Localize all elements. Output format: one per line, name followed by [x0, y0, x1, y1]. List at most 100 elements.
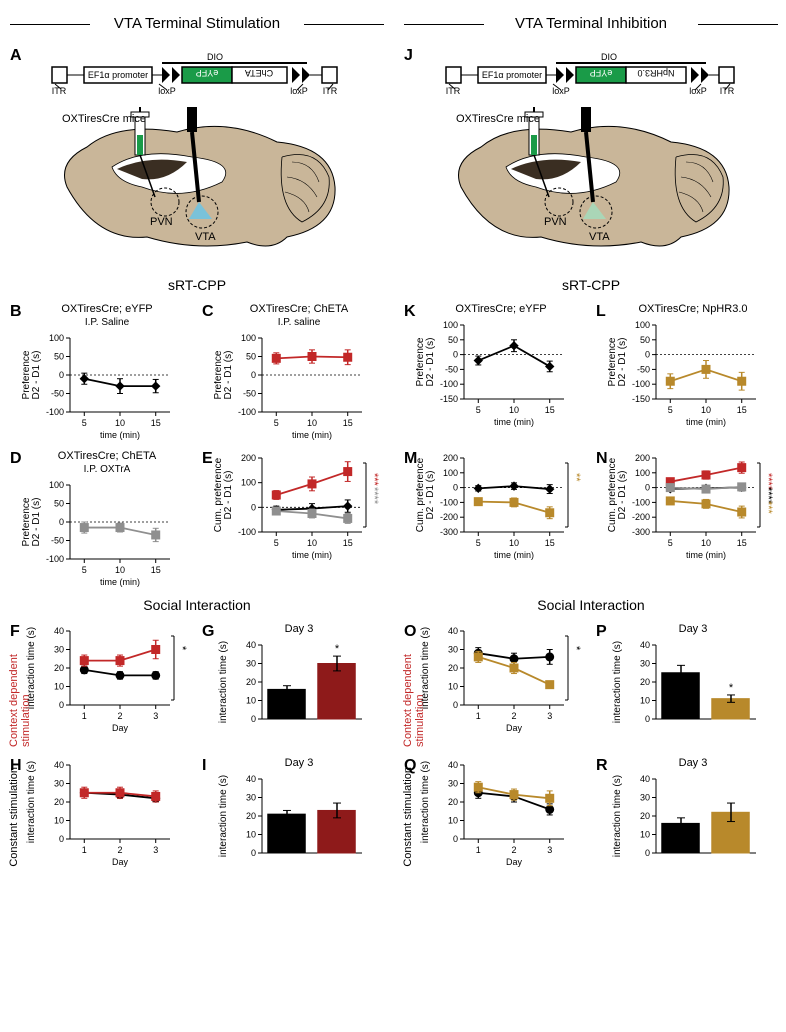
svg-text:-200: -200 [440, 512, 458, 522]
svg-text:3: 3 [153, 711, 158, 721]
svg-text:*: * [176, 646, 188, 651]
svg-text:30: 30 [640, 659, 650, 669]
svg-text:100: 100 [49, 333, 64, 343]
svg-text:30: 30 [54, 645, 64, 655]
svg-text:0: 0 [453, 834, 458, 844]
row-FG: Context dependent stimulation F010203040… [10, 623, 384, 747]
svg-text:OXTiresCre mice: OXTiresCre mice [62, 113, 146, 125]
svg-text:40: 40 [54, 626, 64, 636]
svg-text:40: 40 [448, 626, 458, 636]
svg-text:50: 50 [640, 335, 650, 345]
brain-stim: OXTiresCre mice PVN VTA [47, 107, 347, 257]
svg-text:5: 5 [274, 538, 279, 548]
svg-text:10: 10 [701, 538, 711, 548]
svg-text:100: 100 [635, 468, 650, 478]
svg-text:10: 10 [54, 816, 64, 826]
svg-text:EF1α promoter: EF1α promoter [88, 70, 148, 80]
svg-text:-100: -100 [46, 407, 64, 417]
label-A: A [10, 47, 22, 65]
panel-K: KOXTiresCre; eYFP-150-100-50050100Prefer… [404, 303, 586, 440]
row-KL: KOXTiresCre; eYFP-150-100-50050100Prefer… [404, 303, 778, 440]
panel-P: PDay 3010203040interaction time (s)* [596, 623, 778, 747]
svg-text:-50: -50 [637, 364, 650, 374]
svg-text:VTA: VTA [589, 231, 610, 243]
row-HI: Constant stimulation H010203040interacti… [10, 757, 384, 881]
svg-text:15: 15 [151, 565, 161, 575]
svg-text:30: 30 [640, 793, 650, 803]
svg-text:40: 40 [640, 640, 650, 650]
svg-text:-100: -100 [632, 379, 650, 389]
svg-text:0: 0 [453, 483, 458, 493]
svg-text:3: 3 [547, 845, 552, 855]
svg-text:100: 100 [443, 320, 458, 330]
svg-text:DIO: DIO [207, 52, 223, 62]
svg-text:interaction time (s): interaction time (s) [420, 627, 431, 709]
svg-text:PreferenceD2 - D1 (s): PreferenceD2 - D1 (s) [22, 497, 42, 546]
svg-text:15: 15 [545, 405, 555, 415]
svg-text:0: 0 [59, 834, 64, 844]
svg-text:NpHR3.0: NpHR3.0 [637, 68, 674, 78]
panel-M: M-300-200-1000100200Cum. preferenceD2 - … [404, 450, 586, 587]
svg-text:Day: Day [506, 723, 523, 733]
svg-text:15: 15 [545, 538, 555, 548]
svg-text:40: 40 [246, 640, 256, 650]
svg-text:***: *** [762, 501, 774, 515]
svg-text:interaction time (s): interaction time (s) [420, 761, 431, 843]
construct-inhib: DIO EF1α promoter eYFP NpHR3.0 ITR loxP … [441, 52, 741, 97]
svg-text:time (min): time (min) [686, 417, 726, 427]
svg-text:VTA: VTA [195, 231, 216, 243]
col-header-stim: VTA Terminal Stimulation [10, 10, 384, 37]
panel-Q: Q010203040interaction time (s)123Day [404, 757, 586, 881]
svg-text:time (min): time (min) [100, 430, 140, 440]
svg-text:**: ** [570, 473, 582, 482]
svg-text:Cum. preferenceD2 - D1 (s): Cum. preferenceD2 - D1 (s) [214, 457, 234, 532]
svg-text:0: 0 [645, 848, 650, 858]
svg-text:ChETA: ChETA [245, 68, 273, 78]
svg-text:0: 0 [251, 848, 256, 858]
svg-text:5: 5 [476, 538, 481, 548]
svg-text:*: * [335, 643, 340, 655]
svg-text:50: 50 [54, 352, 64, 362]
svg-text:Cum. preferenceD2 - D1 (s): Cum. preferenceD2 - D1 (s) [416, 457, 436, 532]
figure: VTA Terminal Stimulation VTA Terminal In… [10, 10, 776, 881]
svg-text:interaction time (s): interaction time (s) [612, 775, 623, 857]
svg-text:10: 10 [307, 418, 317, 428]
svg-text:0: 0 [59, 370, 64, 380]
svg-text:time (min): time (min) [100, 577, 140, 587]
svg-text:10: 10 [640, 696, 650, 706]
svg-text:Day: Day [112, 857, 129, 867]
svg-text:PreferenceD2 - D1 (s): PreferenceD2 - D1 (s) [22, 350, 42, 399]
svg-text:40: 40 [246, 774, 256, 784]
svg-text:-150: -150 [632, 394, 650, 404]
svg-text:time (min): time (min) [686, 550, 726, 560]
svg-text:interaction time (s): interaction time (s) [26, 761, 37, 843]
svg-text:40: 40 [54, 760, 64, 770]
title-srtcpp-left: sRT-CPP [10, 277, 384, 293]
svg-text:PreferenceD2 - D1 (s): PreferenceD2 - D1 (s) [416, 337, 436, 386]
svg-text:10: 10 [701, 405, 711, 415]
col-header-inhib: VTA Terminal Inhibition [404, 10, 778, 37]
svg-text:20: 20 [448, 797, 458, 807]
svg-text:10: 10 [246, 830, 256, 840]
row-OP: Context dependent stimulation O010203040… [404, 623, 778, 747]
svg-text:3: 3 [547, 711, 552, 721]
svg-text:-50: -50 [51, 536, 64, 546]
row-DE: DOXTiresCre; ChETAI.P. OXTrA-100-5005010… [10, 450, 384, 587]
row-MN: M-300-200-1000100200Cum. preferenceD2 - … [404, 450, 778, 587]
svg-text:interaction time (s): interaction time (s) [26, 627, 37, 709]
svg-text:15: 15 [737, 405, 747, 415]
svg-text:0: 0 [251, 502, 256, 512]
svg-text:100: 100 [241, 478, 256, 488]
svg-text:20: 20 [54, 663, 64, 673]
svg-text:0: 0 [251, 714, 256, 724]
svg-text:50: 50 [246, 352, 256, 362]
row-BC: BOXTiresCre; eYFPI.P. Saline-100-5005010… [10, 303, 384, 440]
svg-text:PVN: PVN [544, 216, 567, 228]
title-social-left: Social Interaction [10, 597, 384, 613]
svg-text:30: 30 [54, 779, 64, 789]
svg-text:1: 1 [82, 845, 87, 855]
svg-text:time (min): time (min) [292, 550, 332, 560]
panel-I: IDay 3010203040interaction time (s) [202, 757, 384, 881]
svg-text:EF1α promoter: EF1α promoter [482, 70, 542, 80]
svg-text:100: 100 [443, 468, 458, 478]
